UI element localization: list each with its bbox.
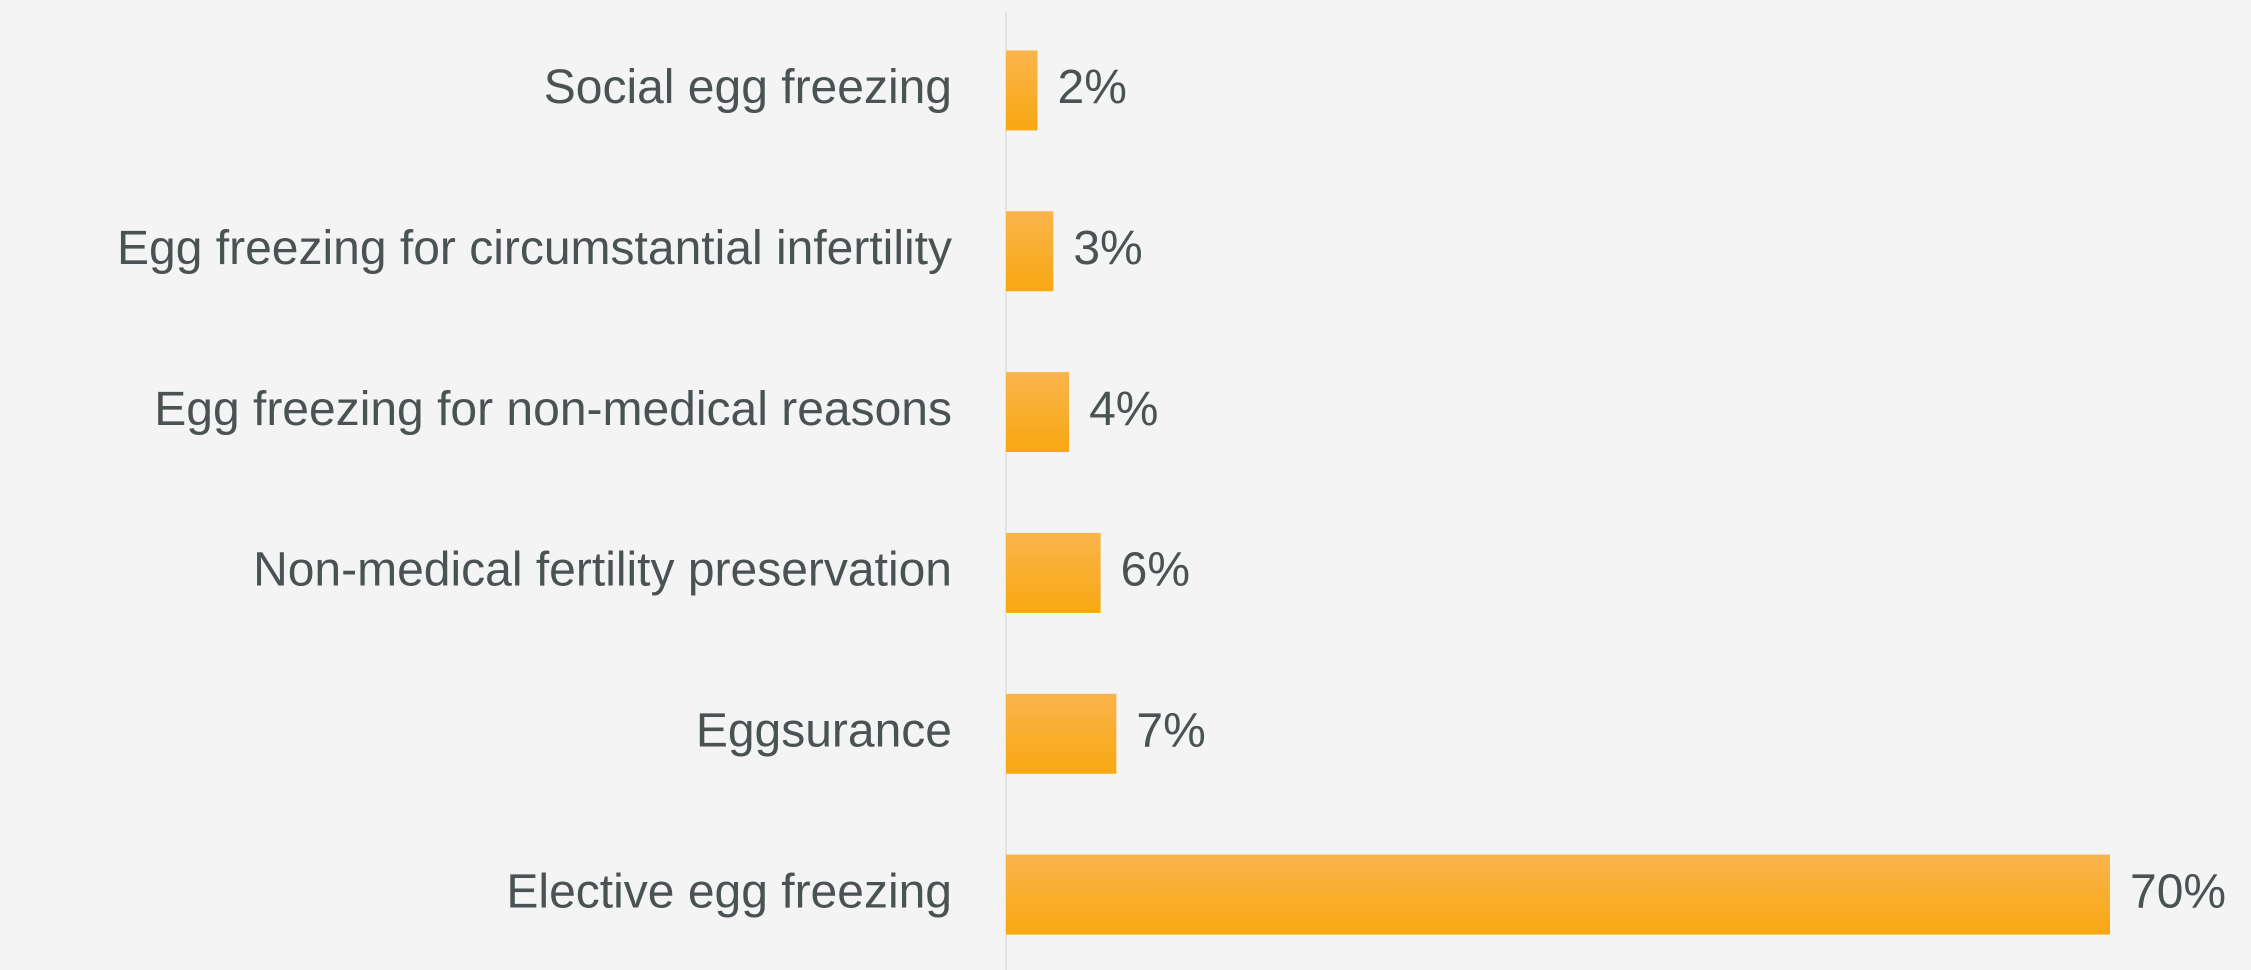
value-label: 2%: [1058, 61, 1127, 114]
bar: [1006, 693, 1117, 774]
bar: [1006, 372, 1070, 453]
category-label: Eggsurance: [696, 704, 952, 757]
bar: [1006, 211, 1054, 292]
bar: [1006, 854, 2110, 935]
category-label: Non-medical fertility preservation: [253, 544, 952, 597]
bar: [1006, 532, 1101, 613]
category-label: Elective egg freezing: [506, 865, 952, 918]
value-label: 6%: [1121, 544, 1190, 597]
value-label: 3%: [1073, 222, 1142, 275]
category-label: Egg freezing for non-medical reasons: [154, 383, 952, 436]
bar: [1006, 50, 1038, 131]
value-label: 7%: [1136, 704, 1205, 757]
category-label: Social egg freezing: [544, 61, 952, 114]
value-label: 70%: [2130, 865, 2226, 918]
category-label: Egg freezing for circumstantial infertil…: [117, 222, 952, 275]
value-label: 4%: [1089, 383, 1158, 436]
